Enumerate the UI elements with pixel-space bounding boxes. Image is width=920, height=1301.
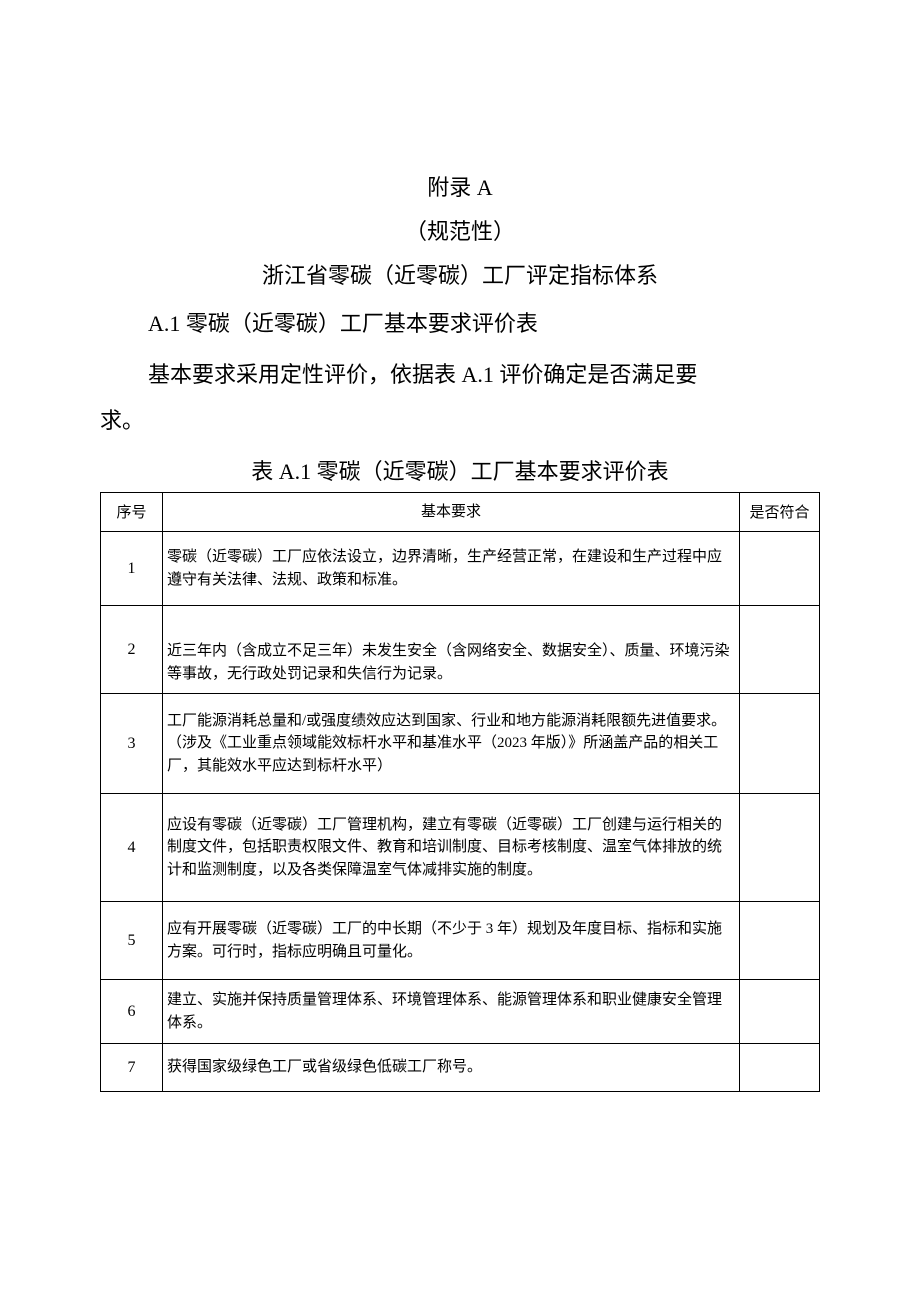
table-row: 5应有开展零碳（近零碳）工厂的中长期（不少于 3 年）规划及年度目标、指标和实施… bbox=[101, 902, 820, 980]
normative-label: （规范性） bbox=[100, 214, 820, 246]
table-row: 6建立、实施并保持质量管理体系、环境管理体系、能源管理体系和职业健康安全管理体系… bbox=[101, 980, 820, 1044]
row-compliance bbox=[740, 606, 820, 694]
row-requirement: 建立、实施并保持质量管理体系、环境管理体系、能源管理体系和职业健康安全管理体系。 bbox=[163, 980, 740, 1044]
row-compliance bbox=[740, 980, 820, 1044]
table-row: 4应设有零碳（近零碳）工厂管理机构，建立有零碳（近零碳）工厂创建与运行相关的制度… bbox=[101, 794, 820, 902]
row-index: 4 bbox=[101, 794, 163, 902]
header-index: 序号 bbox=[101, 492, 163, 532]
system-title: 浙江省零碳（近零碳）工厂评定指标体系 bbox=[100, 258, 820, 290]
row-requirement: 应设有零碳（近零碳）工厂管理机构，建立有零碳（近零碳）工厂创建与运行相关的制度文… bbox=[163, 794, 740, 902]
row-compliance bbox=[740, 794, 820, 902]
row-index: 3 bbox=[101, 694, 163, 794]
body-text-line2: 求。 bbox=[100, 400, 820, 442]
row-index: 1 bbox=[101, 532, 163, 606]
row-index: 7 bbox=[101, 1044, 163, 1092]
row-compliance bbox=[740, 902, 820, 980]
table-row: 1零碳（近零碳）工厂应依法设立，边界清晰，生产经营正常，在建设和生产过程中应遵守… bbox=[101, 532, 820, 606]
header-requirement: 基本要求 bbox=[163, 492, 740, 532]
table-row: 7获得国家级绿色工厂或省级绿色低碳工厂称号。 bbox=[101, 1044, 820, 1092]
row-compliance bbox=[740, 532, 820, 606]
row-requirement: 工厂能源消耗总量和/或强度绩效应达到国家、行业和地方能源消耗限额先进值要求。（涉… bbox=[163, 694, 740, 794]
row-requirement: 零碳（近零碳）工厂应依法设立，边界清晰，生产经营正常，在建设和生产过程中应遵守有… bbox=[163, 532, 740, 606]
table-caption: 表 A.1 零碳（近零碳）工厂基本要求评价表 bbox=[100, 454, 820, 486]
table-row: 3工厂能源消耗总量和/或强度绩效应达到国家、行业和地方能源消耗限额先进值要求。（… bbox=[101, 694, 820, 794]
row-index: 5 bbox=[101, 902, 163, 980]
row-index: 6 bbox=[101, 980, 163, 1044]
row-requirement: 近三年内（含成立不足三年）未发生安全（含网络安全、数据安全）、质量、环境污染等事… bbox=[163, 606, 740, 694]
appendix-title: 附录 A bbox=[100, 170, 820, 202]
row-compliance bbox=[740, 694, 820, 794]
row-index: 2 bbox=[101, 606, 163, 694]
requirements-table: 序号 基本要求 是否符合 1零碳（近零碳）工厂应依法设立，边界清晰，生产经营正常… bbox=[100, 492, 820, 1093]
table-row: 2近三年内（含成立不足三年）未发生安全（含网络安全、数据安全）、质量、环境污染等… bbox=[101, 606, 820, 694]
row-compliance bbox=[740, 1044, 820, 1092]
header-compliance: 是否符合 bbox=[740, 492, 820, 532]
body-text-line1: 基本要求采用定性评价，依据表 A.1 评价确定是否满足要 bbox=[100, 354, 820, 396]
section-heading: A.1 零碳（近零碳）工厂基本要求评价表 bbox=[100, 306, 820, 338]
row-requirement: 获得国家级绿色工厂或省级绿色低碳工厂称号。 bbox=[163, 1044, 740, 1092]
row-requirement: 应有开展零碳（近零碳）工厂的中长期（不少于 3 年）规划及年度目标、指标和实施方… bbox=[163, 902, 740, 980]
table-header-row: 序号 基本要求 是否符合 bbox=[101, 492, 820, 532]
